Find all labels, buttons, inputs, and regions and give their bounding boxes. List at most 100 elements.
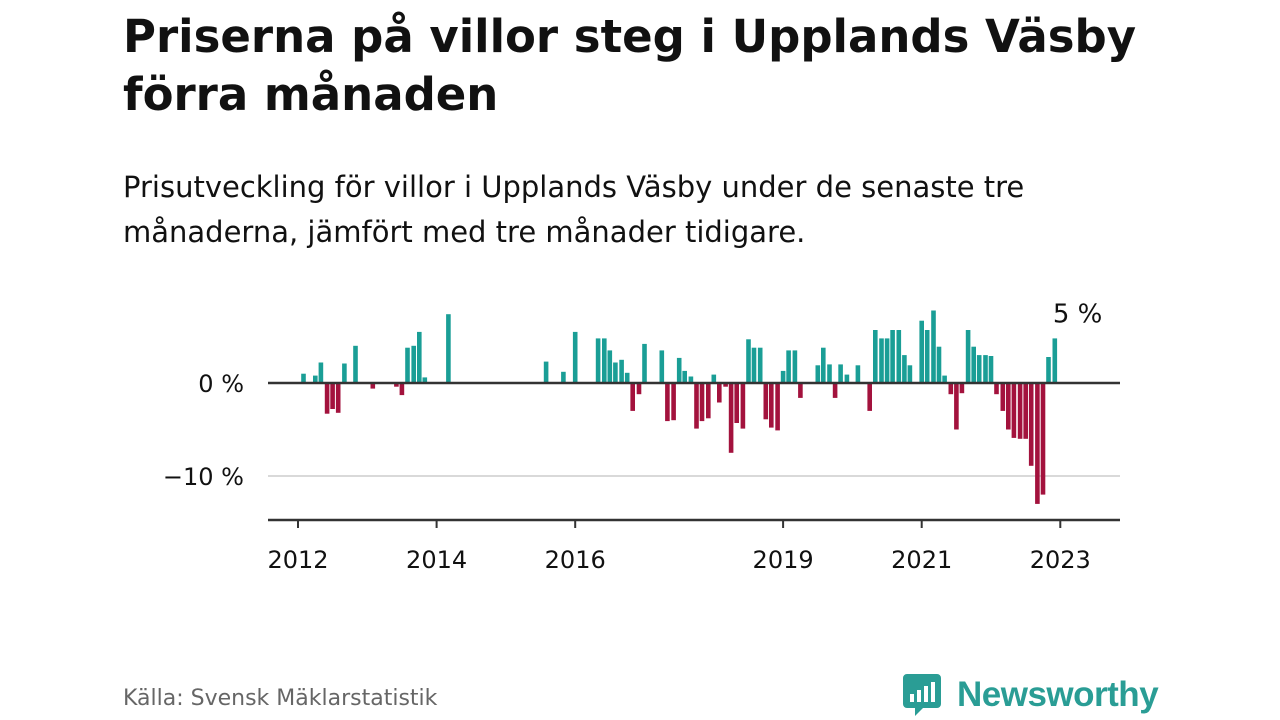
- x-tick-label: 2016: [545, 546, 606, 574]
- y-tick-label: 0 %: [198, 370, 244, 398]
- brand-logo: Newsworthy: [901, 672, 1159, 718]
- bar: [711, 374, 717, 383]
- bar: [919, 320, 924, 383]
- x-tick-label: 2012: [267, 546, 328, 574]
- data-label-latest: 5 %: [1053, 299, 1103, 329]
- chart-subtitle: Prisutveckling för villor i Upplands Väs…: [123, 170, 1025, 249]
- bar: [728, 383, 734, 453]
- bar: [561, 371, 566, 383]
- y-tick-label: −10 %: [163, 463, 244, 491]
- bar: [572, 331, 578, 384]
- bar: [942, 375, 947, 383]
- bar: [780, 370, 786, 383]
- bar: [619, 359, 624, 384]
- bar: [624, 372, 630, 383]
- bar: [1052, 338, 1058, 383]
- bar: [746, 339, 751, 383]
- bar: [330, 383, 335, 409]
- bar: [399, 383, 405, 396]
- bar: [954, 383, 959, 430]
- bar: [1011, 383, 1017, 438]
- bar: [630, 383, 635, 411]
- bar: [422, 377, 428, 383]
- bar: [890, 330, 895, 383]
- chart-title: Priserna på villor steg i Upplands Väsby…: [123, 10, 1137, 121]
- bar: [1017, 383, 1023, 439]
- source-note: Källa: Svensk Mäklarstatistik: [123, 686, 438, 711]
- bar: [394, 383, 399, 387]
- brand-name: Newsworthy: [957, 675, 1159, 714]
- bar: [994, 383, 999, 395]
- bar: [769, 383, 774, 428]
- bar: [931, 310, 936, 383]
- bar: [838, 364, 843, 383]
- bar: [353, 345, 358, 383]
- bar: [676, 357, 682, 383]
- bar: [844, 374, 850, 383]
- bar: [1040, 383, 1046, 495]
- bar: [1000, 383, 1006, 411]
- bar: [902, 355, 907, 383]
- x-tick-label: 2023: [1030, 546, 1091, 574]
- bar: [786, 350, 791, 383]
- bar: [832, 383, 838, 398]
- bar: [446, 314, 451, 383]
- bar: [405, 347, 410, 383]
- bar: [318, 362, 324, 383]
- x-tick-label: 2019: [753, 546, 814, 574]
- bar: [694, 383, 699, 429]
- bar: [983, 355, 988, 383]
- bar: [324, 383, 330, 414]
- bar: [1023, 383, 1028, 439]
- bar: [873, 330, 878, 383]
- bar: [884, 338, 890, 383]
- bar: [867, 383, 872, 411]
- bar: [734, 383, 739, 423]
- bar: [335, 383, 341, 413]
- bar: [740, 383, 746, 429]
- bar: [607, 350, 613, 383]
- bar: [313, 375, 318, 383]
- bar: [659, 350, 665, 383]
- bar: [959, 383, 965, 394]
- bar: [370, 383, 376, 389]
- bar: [706, 383, 711, 419]
- bar: [971, 346, 976, 383]
- bar: [751, 347, 757, 383]
- bar: [411, 345, 416, 383]
- bar: [671, 383, 676, 421]
- bar: [896, 330, 902, 383]
- bar: [792, 350, 798, 383]
- bar: [602, 338, 607, 383]
- bar: [595, 338, 601, 383]
- bar: [1046, 357, 1051, 383]
- bar: [763, 383, 769, 420]
- x-tick-label: 2014: [406, 546, 467, 574]
- bar: [821, 347, 826, 383]
- bar: [1035, 383, 1040, 504]
- bar: [827, 364, 832, 383]
- bar: [907, 365, 913, 383]
- bar: [798, 383, 803, 398]
- bar: [757, 347, 763, 383]
- bar: [543, 361, 549, 383]
- bar: [924, 330, 930, 383]
- bar: [965, 330, 971, 383]
- bar: [1028, 383, 1034, 466]
- bar: [642, 343, 647, 383]
- bar: [613, 362, 618, 383]
- bar: [855, 365, 861, 383]
- bar-chart: 0 % −10 % 2012 2014 2016 2019 2021 2023 5 %: [163, 299, 1120, 574]
- bar: [1006, 383, 1011, 430]
- newsworthy-logo-icon: [903, 674, 941, 716]
- bar: [301, 373, 306, 383]
- bar: [815, 365, 821, 383]
- bar: [636, 383, 642, 395]
- bar: [342, 363, 347, 383]
- x-tick-label: 2021: [891, 546, 952, 574]
- bar: [665, 383, 670, 422]
- bar: [936, 346, 942, 383]
- bar: [717, 383, 722, 403]
- bar: [699, 383, 705, 422]
- bar: [988, 356, 994, 383]
